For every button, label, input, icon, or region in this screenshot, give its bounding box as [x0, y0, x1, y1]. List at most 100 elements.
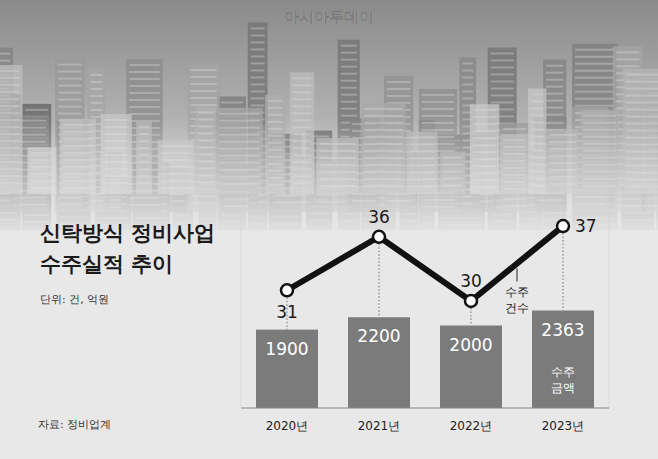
- title-line: 신탁방식 정비사업: [40, 221, 215, 245]
- building-window: [293, 77, 311, 79]
- building-window: [341, 108, 357, 110]
- building-window: [251, 55, 265, 57]
- building-window: [0, 77, 20, 79]
- building-window: [616, 65, 640, 67]
- line: [287, 226, 563, 301]
- label-line: 건수: [505, 301, 529, 315]
- building-window: [0, 91, 20, 93]
- building-window: [129, 92, 159, 94]
- bar-label: 2200: [357, 326, 400, 346]
- building-window: [626, 81, 658, 83]
- building-window: [491, 73, 514, 75]
- building-window: [90, 109, 102, 111]
- building-window: [575, 91, 615, 93]
- building-window: [58, 113, 82, 115]
- building-window: [129, 106, 159, 108]
- title-line: 수주실적 추이: [40, 252, 173, 276]
- building-window: [251, 69, 265, 71]
- bar-series-label: 수주금액: [551, 365, 575, 395]
- building-window: [251, 97, 265, 99]
- building-window: [546, 100, 563, 102]
- building-window: [341, 101, 357, 103]
- building-window: [575, 77, 615, 79]
- building-window: [531, 93, 543, 95]
- building-window: [341, 66, 357, 68]
- building-window: [191, 76, 217, 78]
- x-tick-label: 2021년: [358, 419, 401, 433]
- building-window: [251, 41, 265, 43]
- title: 신탁방식 정비사업수주실적 추이: [40, 221, 215, 276]
- building-window: [626, 88, 658, 90]
- building-window: [219, 113, 260, 115]
- building-window: [422, 115, 454, 117]
- building-window: [341, 52, 357, 54]
- building-window: [575, 98, 615, 100]
- building-window: [251, 48, 265, 50]
- y2-axis-line: [609, 210, 610, 408]
- building-window: [191, 97, 217, 99]
- building-window: [462, 62, 473, 64]
- building-window: [191, 69, 217, 71]
- y-axis-line: [241, 210, 242, 408]
- building-window: [546, 93, 563, 95]
- building-window: [387, 95, 410, 97]
- building-window: [546, 72, 563, 74]
- building-window: [473, 109, 497, 111]
- label-line: 수주: [505, 285, 529, 299]
- building-window: [0, 84, 20, 86]
- x-axis-line: [241, 408, 609, 409]
- building-window: [251, 27, 265, 29]
- building-window: [491, 94, 514, 96]
- building-window: [626, 102, 658, 104]
- building-window: [90, 74, 102, 76]
- building-window: [0, 60, 10, 62]
- bar: [532, 311, 594, 408]
- building-window: [531, 100, 543, 102]
- building-window: [293, 105, 311, 107]
- line-point: [465, 295, 477, 307]
- building-window: [191, 90, 217, 92]
- building-window: [422, 108, 454, 110]
- building-window: [0, 98, 20, 100]
- line-label: 37: [575, 216, 597, 236]
- bar-label: 2363: [541, 320, 584, 340]
- building-window: [129, 85, 159, 87]
- building-window: [575, 84, 615, 86]
- building-window: [198, 112, 213, 114]
- building-window: [626, 95, 658, 97]
- building-window: [387, 88, 410, 90]
- chart-root: 아시아투데이신탁방식 정비사업수주실적 추이단위: 건, 억원자료: 정비업계1…: [0, 0, 658, 459]
- plot-marks: [256, 220, 594, 408]
- building-window: [626, 109, 658, 111]
- line-point: [557, 220, 569, 232]
- building-window: [491, 66, 514, 68]
- building-window: [268, 114, 282, 116]
- x-tick-label: 2023년: [542, 419, 585, 433]
- building-window: [0, 105, 20, 107]
- building-window: [268, 100, 282, 102]
- building-window: [58, 85, 82, 87]
- building-window: [0, 70, 20, 72]
- building-window: [293, 84, 311, 86]
- building-window: [583, 115, 616, 117]
- bar: [440, 326, 502, 409]
- drop-line: [563, 226, 564, 310]
- label-line: 금액: [551, 381, 575, 395]
- building-window: [491, 59, 514, 61]
- building-window: [129, 71, 159, 73]
- building-window: [58, 71, 82, 73]
- x-tick-label: 2022년: [450, 419, 493, 433]
- building-window: [251, 34, 265, 36]
- bar-label: 2000: [449, 335, 492, 355]
- building-window: [191, 83, 217, 85]
- label-line: 수주: [551, 365, 575, 379]
- building-window: [462, 97, 473, 99]
- bar: [256, 330, 318, 408]
- building-window: [626, 74, 658, 76]
- x-tick-label: 2020년: [266, 419, 309, 433]
- building-window: [462, 76, 473, 78]
- building-window: [341, 73, 357, 75]
- building-window: [90, 81, 102, 83]
- building-window: [546, 114, 563, 116]
- building-window: [58, 92, 82, 94]
